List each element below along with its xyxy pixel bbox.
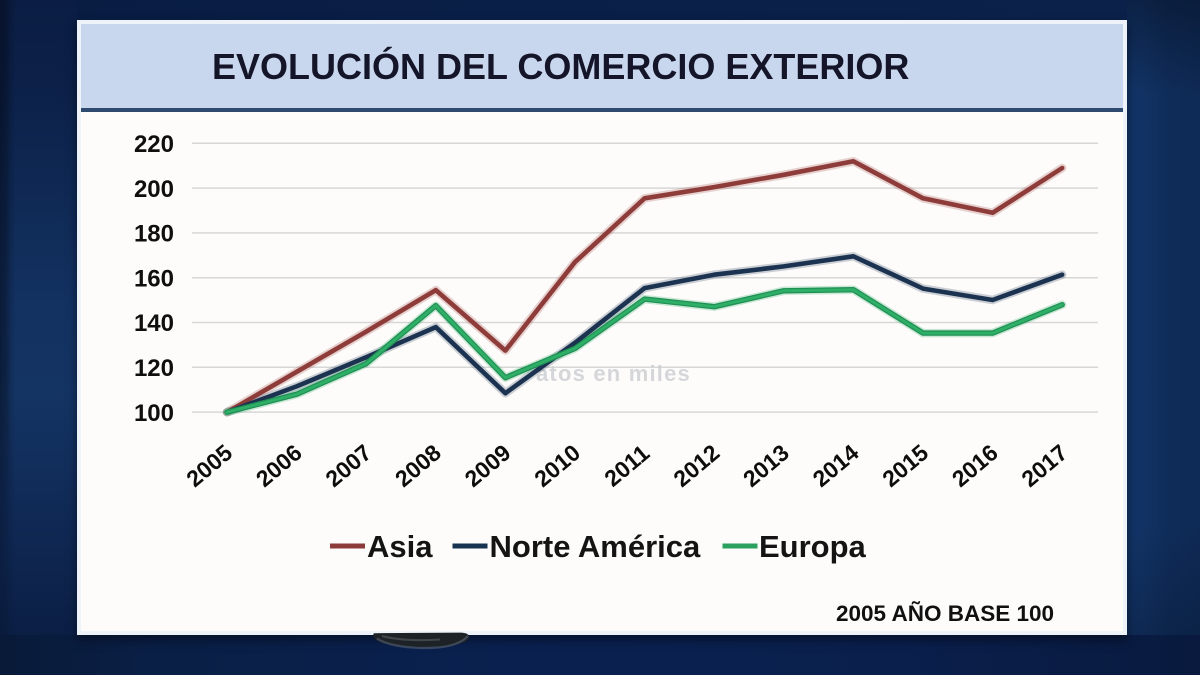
svg-text:2005 AÑO BASE 100: 2005 AÑO BASE 100 xyxy=(836,601,1054,626)
svg-text:2017: 2017 xyxy=(1016,439,1072,492)
svg-text:Norte América: Norte América xyxy=(490,529,702,564)
svg-text:Europa: Europa xyxy=(759,529,867,564)
svg-text:2012: 2012 xyxy=(668,439,724,492)
svg-text:180: 180 xyxy=(134,221,174,248)
svg-text:2013: 2013 xyxy=(738,439,794,492)
svg-text:2010: 2010 xyxy=(529,439,585,492)
svg-text:140: 140 xyxy=(134,310,174,337)
svg-text:atos en miles: atos en miles xyxy=(536,361,691,386)
svg-text:2014: 2014 xyxy=(808,439,864,492)
svg-text:EVOLUCIÓN DEL COMERCIO EXTERIO: EVOLUCIÓN DEL COMERCIO EXTERIOR xyxy=(212,45,909,87)
svg-text:2016: 2016 xyxy=(947,439,1003,492)
svg-text:120: 120 xyxy=(134,355,174,382)
svg-text:2015: 2015 xyxy=(877,439,933,492)
svg-text:2005: 2005 xyxy=(181,439,237,492)
svg-text:2009: 2009 xyxy=(460,439,516,492)
svg-text:2008: 2008 xyxy=(390,439,446,492)
svg-text:100: 100 xyxy=(134,400,174,427)
svg-text:2007: 2007 xyxy=(320,439,376,492)
svg-text:2011: 2011 xyxy=(599,439,654,491)
svg-text:220: 220 xyxy=(134,131,174,158)
svg-text:160: 160 xyxy=(134,265,174,292)
svg-text:200: 200 xyxy=(134,176,174,203)
svg-text:2006: 2006 xyxy=(251,439,307,492)
svg-text:Asia: Asia xyxy=(367,529,433,564)
